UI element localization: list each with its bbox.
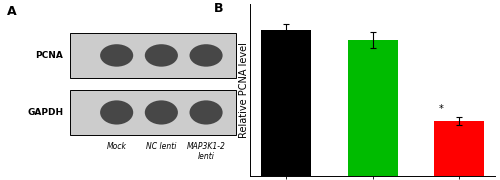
Bar <box>434 121 484 176</box>
Bar <box>70 33 236 78</box>
Text: B: B <box>214 2 223 15</box>
Ellipse shape <box>145 100 178 125</box>
Ellipse shape <box>145 44 178 67</box>
Ellipse shape <box>100 100 133 125</box>
Text: GAPDH: GAPDH <box>27 108 64 117</box>
Ellipse shape <box>190 44 222 67</box>
Text: PCNA: PCNA <box>36 51 64 60</box>
Ellipse shape <box>190 100 222 125</box>
Text: Mock: Mock <box>106 142 126 151</box>
Bar <box>348 40 398 176</box>
Ellipse shape <box>100 44 133 67</box>
Text: A: A <box>8 5 17 18</box>
Bar <box>70 90 236 135</box>
Y-axis label: Relative PCNA level: Relative PCNA level <box>239 42 249 138</box>
Text: *: * <box>439 104 444 114</box>
Bar <box>262 30 312 176</box>
Text: MAP3K1-2
lenti: MAP3K1-2 lenti <box>186 142 226 161</box>
Text: NC lenti: NC lenti <box>146 142 176 151</box>
